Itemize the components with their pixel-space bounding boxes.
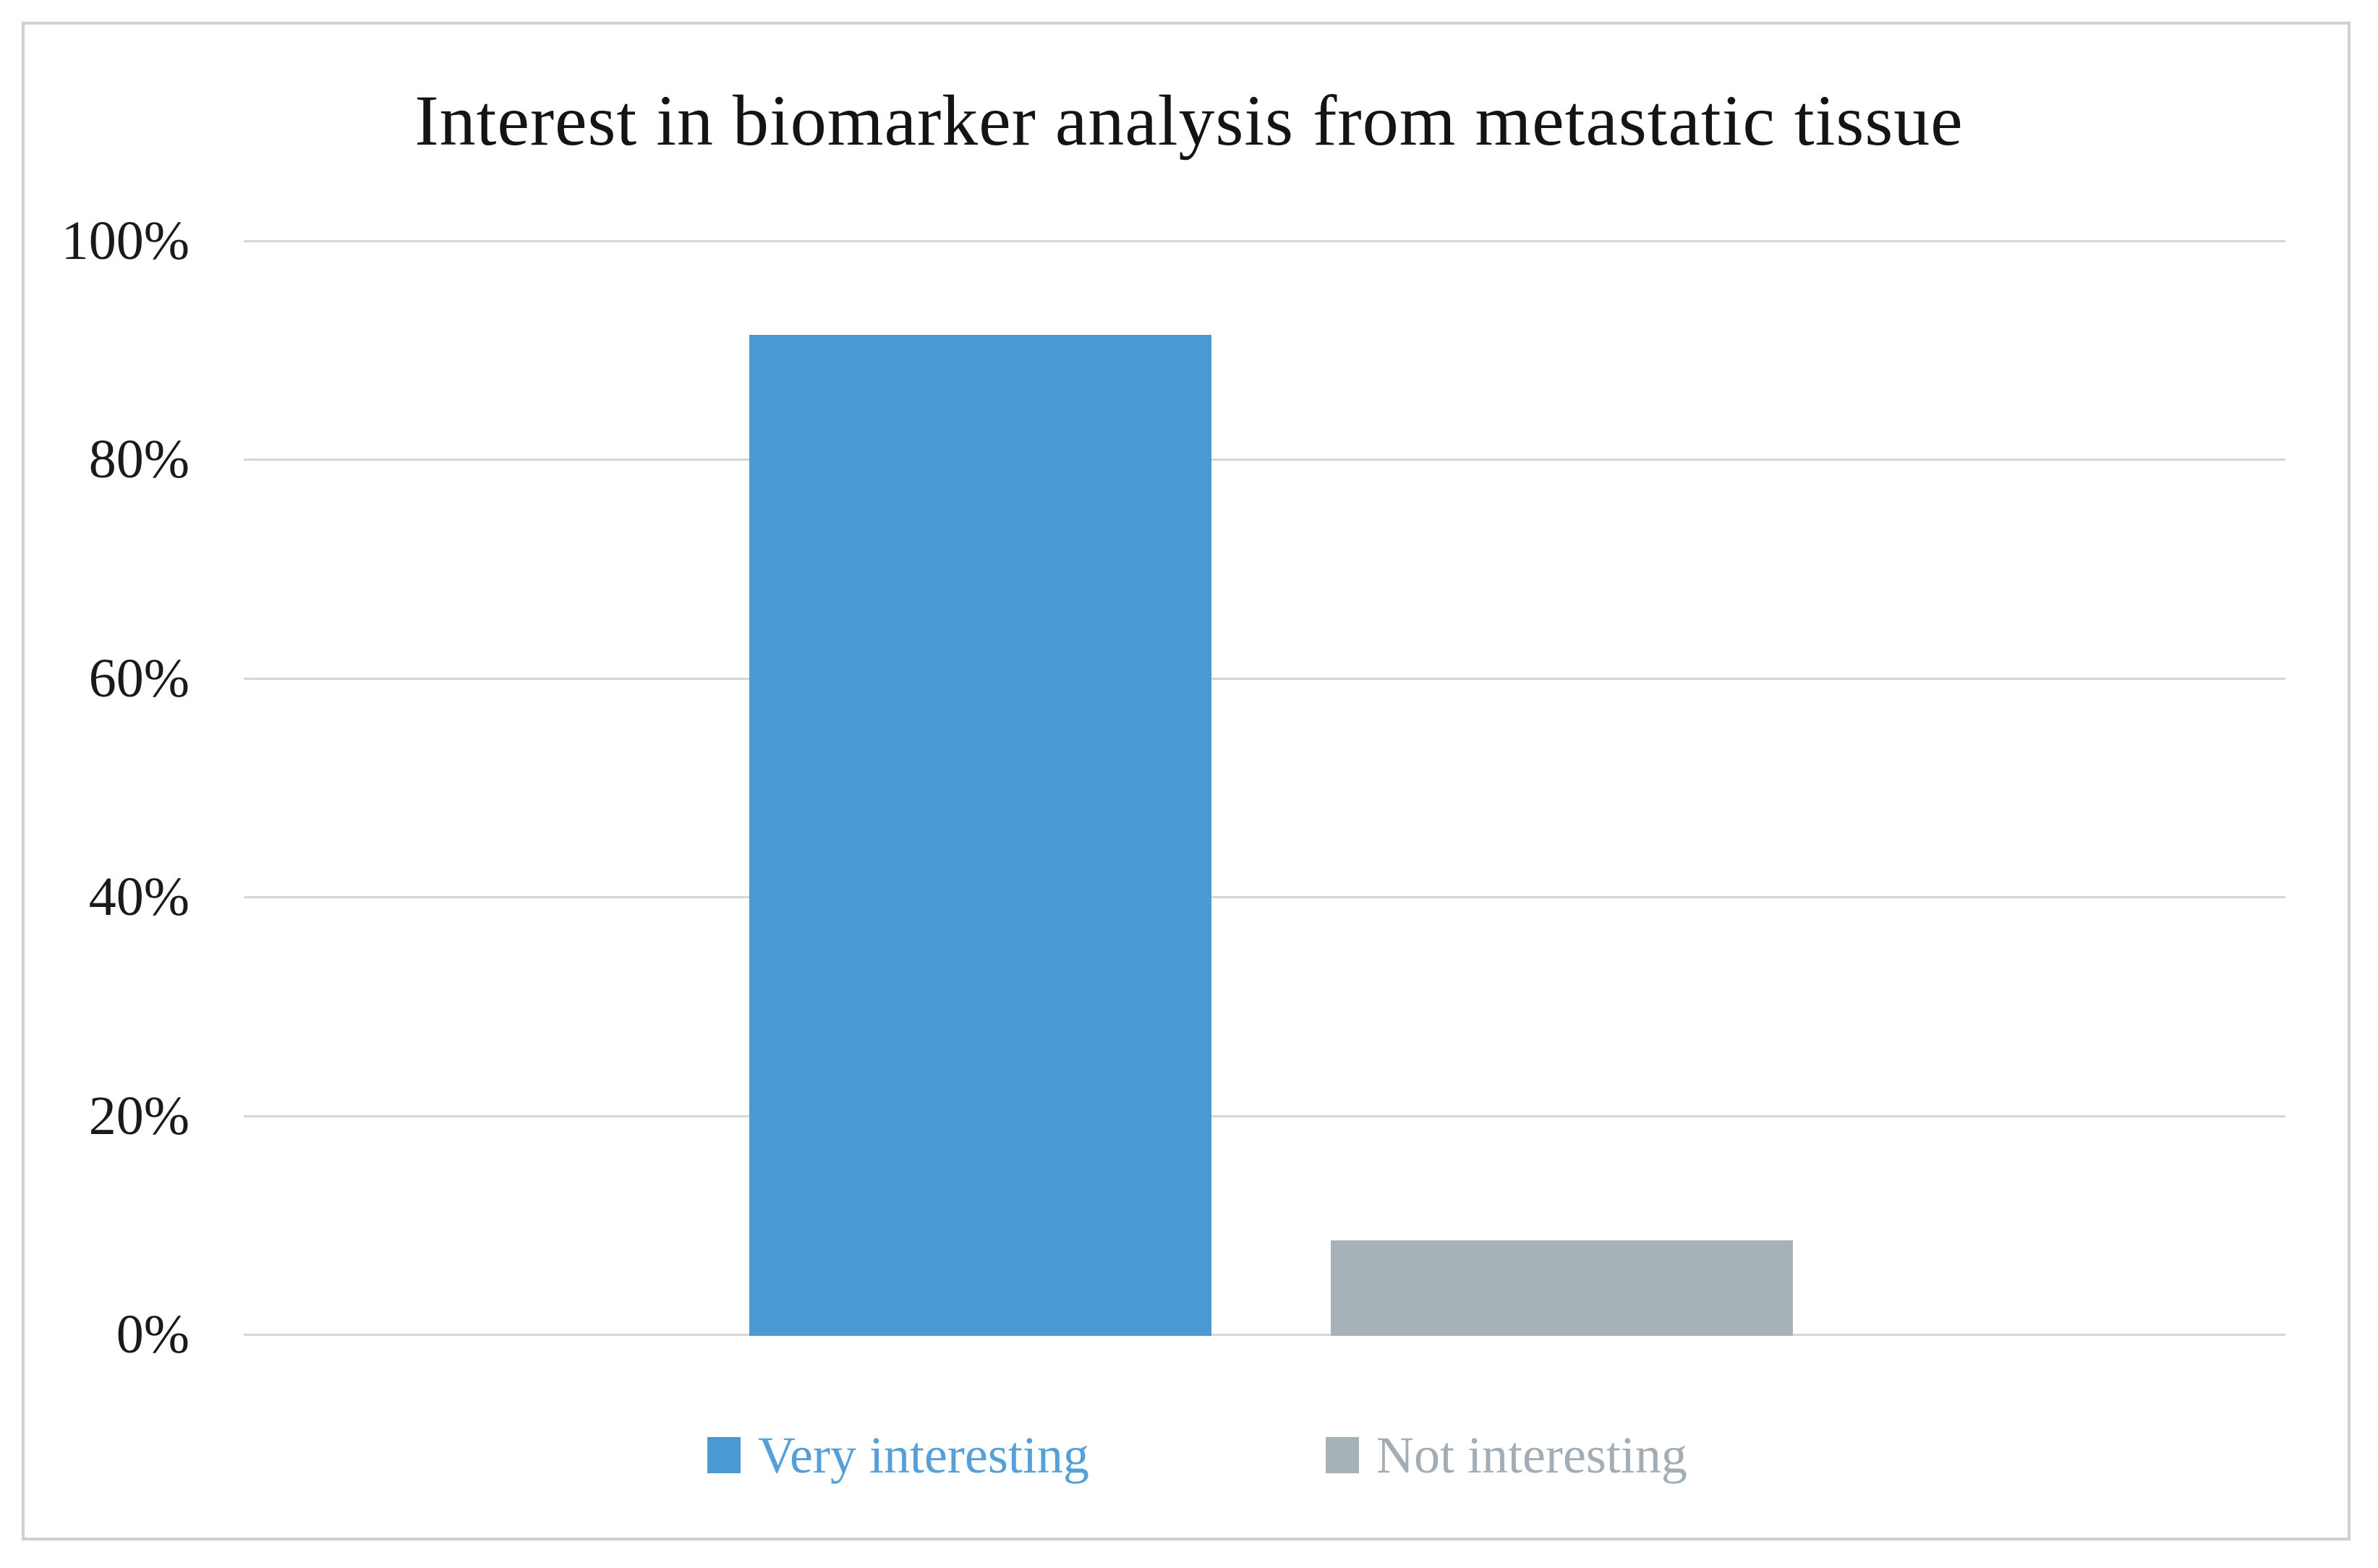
y-axis-tick-label: 80%: [88, 429, 189, 490]
chart-title: Interest in biomarker analysis from meta…: [414, 80, 1964, 161]
bar-very-interesting: [749, 335, 1211, 1336]
gridline: [244, 1334, 2285, 1336]
gridline: [244, 677, 2285, 680]
y-axis-tick-label: 0%: [116, 1304, 189, 1365]
y-axis-tick-label: 60%: [88, 647, 189, 709]
y-axis-tick-label: 40%: [88, 866, 189, 928]
y-axis-tick-label: 20%: [88, 1085, 189, 1146]
figure-border: [22, 22, 2351, 1541]
bar-not-interesting: [1331, 1240, 1793, 1336]
gridline: [244, 1115, 2285, 1117]
legend-swatch-icon: [707, 1437, 741, 1473]
legend-label: Not interesting: [1376, 1426, 1687, 1484]
legend-item-not-interesting: Not interesting: [1326, 1429, 1687, 1481]
gridline: [244, 896, 2285, 899]
legend-item-very-interesting: Very interesting: [707, 1429, 1089, 1481]
legend-swatch-icon: [1326, 1437, 1359, 1473]
gridline: [244, 240, 2285, 242]
y-axis-tick-label: 100%: [61, 210, 189, 271]
gridline: [244, 459, 2285, 461]
legend-label: Very interesting: [758, 1426, 1089, 1484]
